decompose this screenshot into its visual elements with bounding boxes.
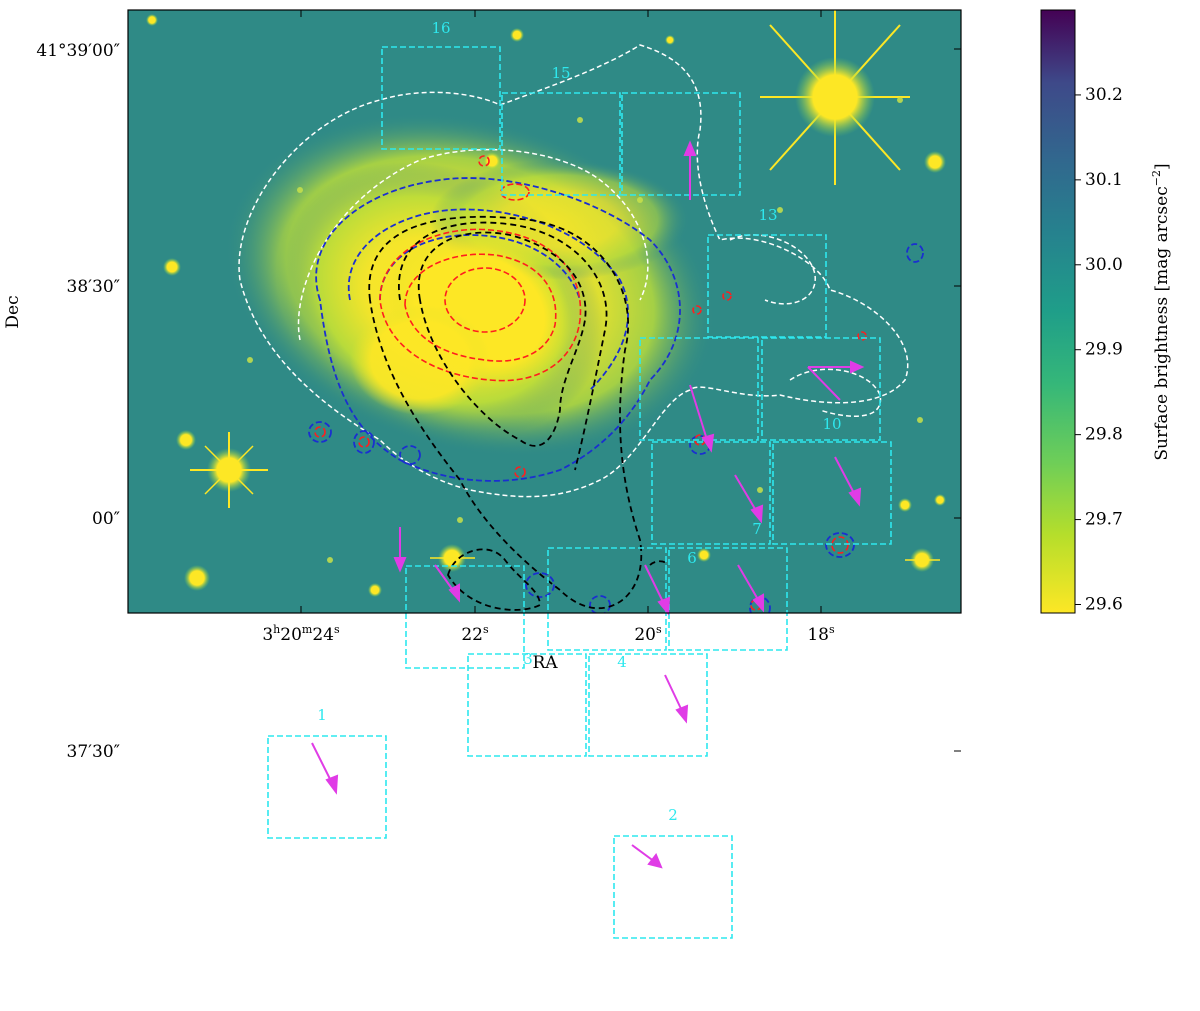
faint-sources (247, 97, 923, 563)
region-box-label: 6 (687, 549, 697, 567)
y-axis-label: Dec (3, 295, 23, 328)
x-tick-label-22s: 22s (461, 623, 489, 645)
colorbar-tick-label: 30.2 (1085, 85, 1123, 105)
stars (146, 14, 946, 597)
y-tick-label: 41°39′00″ (36, 41, 120, 61)
region-box-15 (501, 92, 621, 196)
region-box-7b (772, 441, 892, 545)
bright-star-top-right (760, 10, 910, 185)
x-axis-label: RA (532, 653, 558, 673)
colorbar-gradient (1040, 9, 1076, 614)
region-box-label: 2 (668, 806, 678, 824)
x-ticks (300, 10, 822, 613)
region-box-label: 4 (617, 653, 627, 671)
region-box-4b (588, 653, 708, 757)
region-box-2 (613, 835, 733, 939)
x-tick-label-20s: 20s (634, 623, 662, 645)
colorbar-tick-label: 29.9 (1085, 340, 1123, 360)
x-tick-label-18s: 18s (807, 623, 835, 645)
y-tick-label: 00″ (92, 509, 120, 529)
colorbar-tick-label: 30.1 (1085, 170, 1123, 190)
y-tick-label: 37′30″ (67, 742, 120, 762)
region-box-label: 15 (551, 64, 570, 82)
contours-blue (308, 177, 924, 613)
galaxy-halo (224, 112, 716, 458)
region-box-4a (467, 653, 587, 757)
colorbar: 30.2 30.1 30.0 29.9 29.8 29.7 29.6 Surface bri… (1040, 9, 1172, 615)
region-box-3 (405, 565, 525, 669)
region-box-labels: 1 2 3 4 6 7 10 13 15 16 (317, 19, 841, 824)
region-box-label: 1 (317, 706, 327, 724)
arrows (311, 140, 865, 869)
region-box-1 (267, 735, 387, 839)
colorbar-tick-label: 29.6 (1085, 595, 1123, 615)
region-box-label: 3 (523, 650, 533, 668)
contours-black (368, 215, 669, 611)
image-frame (127, 9, 962, 614)
region-box-label: 16 (431, 19, 450, 37)
y-ticks (954, 48, 961, 752)
colorbar-tick-label: 30.0 (1085, 255, 1123, 275)
colorbar-ticks: 30.2 30.1 30.0 29.9 29.8 29.7 29.6 (1075, 85, 1123, 615)
axes: 3h20m24s 22s 20s 18s 41°39′00″ 38′30″ 00… (3, 10, 961, 762)
colorbar-tick-label: 29.7 (1085, 510, 1123, 530)
region-box-label: 7 (752, 520, 762, 538)
region-box-16 (381, 46, 501, 150)
region-box-label: 10 (822, 415, 841, 433)
colorbar-tick-label: 29.8 (1085, 425, 1123, 445)
colorbar-label: Surface brightness [mag arcsec−2] (1150, 163, 1172, 460)
image-panel: 1 2 3 4 6 7 10 13 15 16 (127, 9, 962, 939)
region-box-label: 13 (758, 206, 777, 224)
x-tick-label-24s: 3h20m24s (262, 623, 340, 645)
region-box-10 (761, 337, 881, 441)
region-box-6 (547, 547, 667, 651)
region-box-13 (707, 234, 827, 338)
y-tick-label: 38′30″ (67, 277, 120, 297)
region-box-15b (621, 92, 741, 196)
region-box-9 (639, 337, 759, 441)
